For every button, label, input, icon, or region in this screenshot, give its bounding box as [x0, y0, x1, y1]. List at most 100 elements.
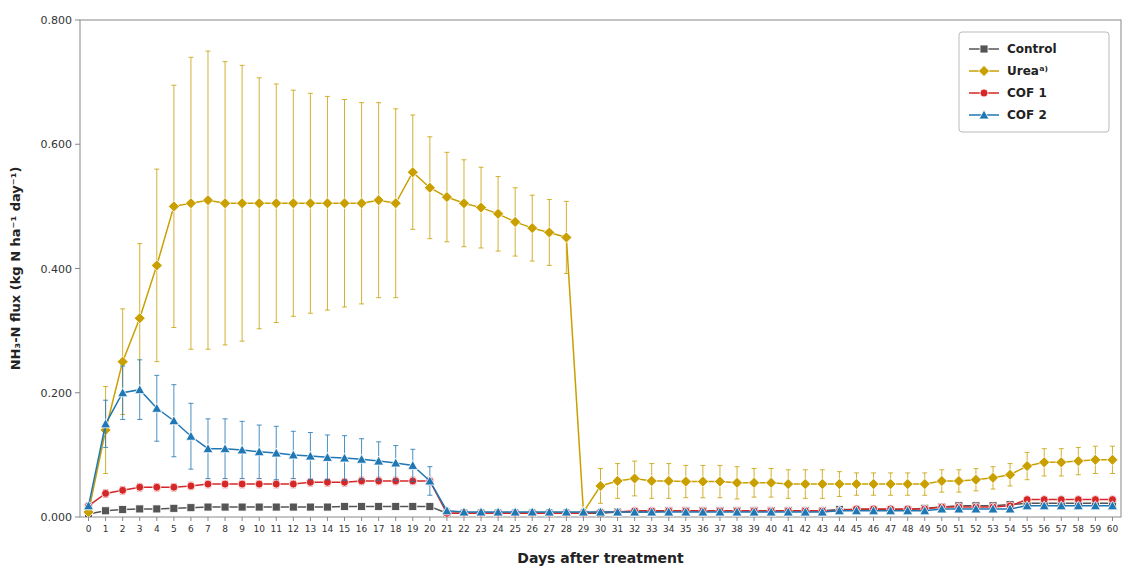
data-point	[766, 507, 776, 516]
data-point	[220, 198, 231, 209]
y-tick	[75, 20, 80, 21]
error-bar-cap	[257, 478, 262, 479]
x-tick	[344, 517, 345, 521]
data-point	[238, 480, 246, 488]
error-bar-cap	[752, 468, 757, 469]
data-point	[851, 479, 862, 490]
data-point	[135, 385, 145, 394]
legend-label: Ureaᵃ⁾	[1007, 64, 1048, 78]
data-point	[391, 458, 401, 467]
x-tick-label: 33	[646, 524, 657, 534]
data-point	[170, 504, 178, 512]
data-point	[441, 192, 452, 203]
x-tick	[941, 517, 942, 521]
data-point	[800, 479, 811, 490]
x-tick-label: 10	[253, 524, 265, 534]
error-bar-cap	[837, 471, 842, 472]
error-bar-cap	[888, 495, 893, 496]
error-bar-cap	[666, 463, 671, 464]
x-tick	[1078, 517, 1079, 521]
x-tick	[242, 517, 243, 521]
error-bar-cap	[359, 303, 364, 304]
x-tick-label: 20	[424, 524, 436, 534]
x-tick	[890, 517, 891, 521]
x-tick-label: 46	[868, 524, 880, 534]
error-bar-cap	[837, 496, 842, 497]
x-tick	[856, 517, 857, 521]
error-bar-cap	[325, 479, 330, 480]
error-bar-cap	[410, 449, 415, 450]
y-axis: 0.0000.2000.4000.6000.800	[41, 14, 81, 524]
error-bar-cap	[615, 498, 620, 499]
x-tick-label: 22	[458, 524, 469, 534]
x-tick-label: 35	[680, 524, 691, 534]
x-tick	[481, 517, 482, 521]
data-point	[119, 486, 127, 494]
x-tick-label: 58	[1073, 524, 1085, 534]
data-point	[289, 480, 297, 488]
y-tick-label: 0.000	[41, 511, 73, 524]
data-point	[970, 474, 981, 485]
data-point	[954, 504, 964, 513]
error-bar-cap	[479, 247, 484, 248]
y-tick-label: 0.200	[41, 387, 73, 400]
error-bar-cap	[871, 472, 876, 473]
x-tick-label: 48	[902, 524, 914, 534]
error-bar-cap	[291, 431, 296, 432]
error-bar-cap	[1110, 446, 1115, 447]
x-tick	[276, 517, 277, 521]
x-tick-label: 19	[407, 524, 419, 534]
legend-marker	[979, 66, 990, 77]
data-point	[408, 460, 418, 469]
data-point	[544, 507, 554, 516]
error-bar-cap	[188, 469, 193, 470]
error-bar-cap	[547, 199, 552, 200]
x-tick	[1010, 517, 1011, 521]
data-point	[136, 483, 144, 491]
x-tick	[122, 517, 123, 521]
x-tick-label: 7	[205, 524, 211, 534]
error-bar-cap	[308, 313, 313, 314]
x-tick	[702, 517, 703, 521]
x-tick	[532, 517, 533, 521]
x-tick-label: 32	[629, 524, 640, 534]
data-point	[373, 195, 384, 206]
error-bar-cap	[1076, 447, 1081, 448]
x-tick-label: 42	[800, 524, 811, 534]
x-tick-label: 18	[390, 524, 402, 534]
data-point	[1107, 501, 1117, 510]
error-bar-cap	[615, 463, 620, 464]
x-tick	[498, 517, 499, 521]
error-bar-cap	[240, 65, 245, 66]
error-bar-cap	[632, 495, 637, 496]
legend-label: COF 2	[1007, 108, 1047, 122]
data-point	[664, 507, 674, 516]
error-bar-cap	[956, 469, 961, 470]
error-bar-cap	[171, 384, 176, 385]
data-point	[988, 472, 999, 483]
data-point	[510, 216, 521, 227]
error-bar-cap	[444, 152, 449, 153]
error-bar-cap	[103, 386, 108, 387]
error-bar-stem	[105, 387, 106, 474]
error-bar-cap	[223, 478, 228, 479]
x-tick	[600, 517, 601, 521]
x-tick-label: 13	[305, 524, 316, 534]
data-point	[84, 501, 94, 510]
error-bar-cap	[240, 421, 245, 422]
error-bar-cap	[1008, 463, 1013, 464]
data-point	[714, 476, 725, 487]
x-tick-label: 26	[527, 524, 539, 534]
x-tick-label: 47	[885, 524, 896, 534]
x-tick-label: 39	[748, 524, 760, 534]
error-bar-cap	[274, 322, 279, 323]
error-bar-cap	[223, 344, 228, 345]
x-tick	[1027, 517, 1028, 521]
data-point	[305, 198, 316, 209]
x-tick	[378, 517, 379, 521]
data-point	[424, 182, 435, 193]
error-bar-cap	[1025, 452, 1030, 453]
data-point	[1090, 454, 1101, 465]
error-bar-cap	[393, 480, 398, 481]
x-tick-label: 53	[987, 524, 998, 534]
